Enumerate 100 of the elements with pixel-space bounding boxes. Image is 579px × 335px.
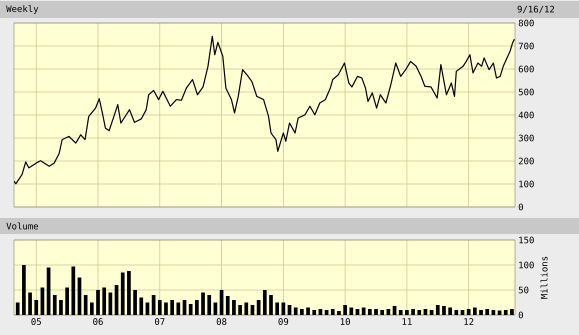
bar [16,302,20,315]
bar [238,305,242,315]
bar [430,310,434,315]
x-tick-label: 06 [93,318,103,325]
y-tick-label: 150 [519,236,534,244]
bar [90,302,94,315]
bar [392,306,396,315]
bar [479,310,483,315]
x-tick-label: 11 [402,318,412,325]
bar [158,300,162,315]
y-tick-label: 500 [518,88,534,96]
x-tick-label: 10 [340,318,350,325]
bar [368,309,372,315]
bar [256,300,260,315]
y-tick-label: 400 [518,112,534,118]
bar [28,292,32,315]
bar [139,298,144,315]
bar [120,272,125,315]
bar [510,309,514,315]
bar [442,306,446,315]
bar [78,278,82,315]
bar [417,310,422,315]
bar [65,288,69,315]
bar [492,310,496,315]
bar [46,268,50,315]
bar [71,266,76,315]
bar [182,300,186,315]
bar [324,310,328,315]
y-tick-label: 0 [518,204,524,210]
y-tick-label: 700 [518,42,534,50]
bar [59,300,63,315]
x-tick-label: 07 [154,318,165,325]
bar [188,304,193,315]
bar [176,302,180,315]
chart-title: Weekly [6,5,38,14]
bar [294,308,298,315]
bar [405,310,409,315]
bar [114,285,118,315]
bar [356,309,360,315]
bar [436,305,440,315]
bar [504,310,508,315]
bar [362,308,366,315]
x-tick-label: 09 [278,318,288,325]
bar [411,309,415,315]
bar [96,290,100,315]
y-tick-label: 50 [518,286,528,294]
bar [330,309,335,315]
chart-title: Volume [6,222,38,230]
bar [306,308,310,315]
bar [108,292,112,315]
x-tick-label: 08 [216,318,226,325]
bar [269,295,273,315]
text: 9/16/12 [518,6,554,14]
bar [374,309,378,315]
y-tick-label: 800 [518,20,534,26]
bar [102,288,106,315]
bar [146,302,150,315]
bar [34,300,38,315]
bar [244,302,248,315]
x-tick-label: 12 [464,318,474,325]
bar [220,290,224,315]
bar [84,295,88,315]
bar [343,305,347,315]
y-tick-label: 0 [518,312,524,318]
bar [226,296,230,315]
bar [281,302,286,315]
bar [349,308,354,315]
bar [133,290,137,315]
y-axis-title: Millions [540,256,548,299]
bar [40,288,44,315]
y-tick-label: 600 [518,66,534,72]
bar [164,302,168,315]
bar [337,311,341,315]
bar [300,309,304,315]
bar [312,310,316,315]
y-tick-label: 100 [519,180,534,188]
bar [170,300,174,315]
bar [472,308,477,315]
bar [460,310,464,315]
bar [152,295,156,315]
bar [52,295,57,315]
bar [448,308,452,315]
bar [275,302,280,315]
bar [250,305,254,315]
bar [454,310,458,315]
x-tick-label: 05 [31,318,41,325]
bar [262,290,267,315]
bar [232,300,236,315]
bar [207,295,212,315]
bar [466,309,471,315]
bar [498,310,502,315]
y-tick-label: 300 [518,134,534,142]
bar [288,305,292,315]
bar [380,310,384,315]
bar [386,309,390,315]
bar [214,302,218,315]
bar [127,271,131,315]
bar [22,265,26,315]
bar [398,310,403,315]
y-tick-label: 200 [518,158,534,164]
